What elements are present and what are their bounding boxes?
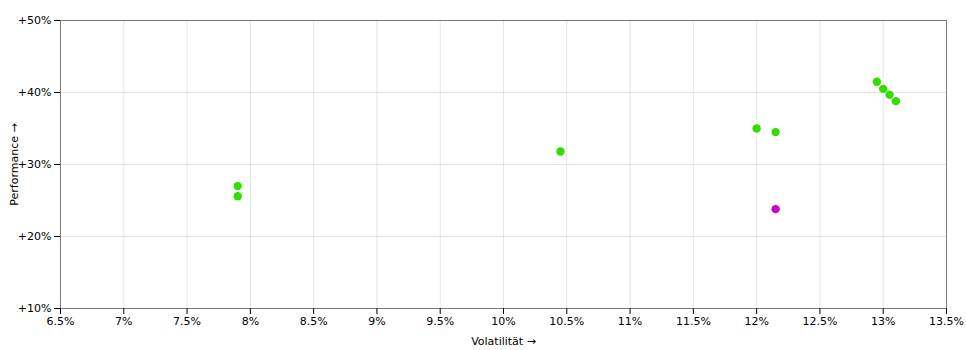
svg-text:12.5%: 12.5% (802, 315, 837, 328)
svg-text:Volatilität →: Volatilität → (471, 335, 536, 348)
svg-text:9%: 9% (368, 315, 385, 328)
svg-text:11%: 11% (618, 315, 642, 328)
svg-text:+20%: +20% (18, 230, 52, 243)
svg-text:7%: 7% (115, 315, 132, 328)
svg-text:+50%: +50% (18, 14, 52, 27)
svg-text:+10%: +10% (18, 302, 52, 315)
svg-text:9.5%: 9.5% (426, 315, 454, 328)
svg-text:13%: 13% (871, 315, 895, 328)
svg-text:8%: 8% (242, 315, 259, 328)
svg-text:13.5%: 13.5% (929, 315, 964, 328)
svg-text:12%: 12% (744, 315, 768, 328)
svg-text:10%: 10% (491, 315, 515, 328)
svg-text:8.5%: 8.5% (300, 315, 328, 328)
svg-text:+40%: +40% (18, 86, 52, 99)
svg-text:+30%: +30% (18, 158, 52, 171)
svg-text:Performance →: Performance → (8, 123, 21, 205)
svg-text:11.5%: 11.5% (676, 315, 711, 328)
svg-text:10.5%: 10.5% (549, 315, 584, 328)
svg-text:6.5%: 6.5% (47, 315, 75, 328)
svg-text:7.5%: 7.5% (173, 315, 201, 328)
